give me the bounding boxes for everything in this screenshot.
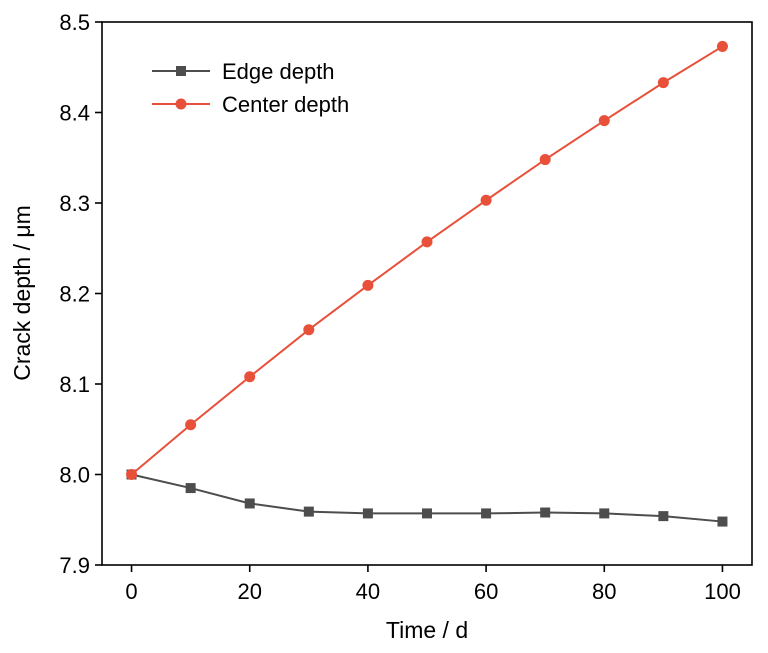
x-tick-label: 60 <box>474 579 498 604</box>
x-axis-title: Time / d <box>386 617 468 643</box>
y-axis-title: Crack depth / μm <box>9 205 35 381</box>
series-line-center <box>130 45 723 476</box>
axis-ticks: 0 20 40 60 80 100 7.9 8.0 8.1 8.2 8.3 8.4 8.5 <box>59 10 740 604</box>
data-point-center <box>126 469 138 480</box>
data-point-center <box>421 236 433 248</box>
y-tick-label: 7.9 <box>59 553 90 578</box>
data-point-center <box>362 279 374 291</box>
x-tick-label: 80 <box>592 579 616 604</box>
legend: Edge depth Center depth <box>152 59 349 117</box>
data-point-edge <box>185 483 196 494</box>
y-tick-label: 8.5 <box>59 10 90 35</box>
data-point-center <box>598 115 610 127</box>
legend-marker-edge <box>176 66 186 76</box>
data-point-center <box>244 371 256 383</box>
legend-label-edge: Edge depth <box>222 59 335 84</box>
data-point-center <box>716 40 728 52</box>
data-point-center <box>480 194 492 206</box>
x-tick-label: 20 <box>237 579 261 604</box>
data-point-edge <box>599 508 610 519</box>
legend-marker-center <box>175 98 187 110</box>
data-point-center <box>303 324 315 336</box>
x-tick-label: 100 <box>704 579 741 604</box>
data-point-center <box>185 419 197 431</box>
data-point-center <box>657 77 669 89</box>
data-point-center <box>539 154 551 166</box>
legend-label-center: Center depth <box>222 92 349 117</box>
data-point-edge <box>303 506 314 517</box>
y-tick-label: 8.0 <box>59 463 90 488</box>
x-tick-label: 0 <box>125 579 137 604</box>
y-tick-label: 8.2 <box>59 282 90 307</box>
data-point-edge <box>540 507 551 518</box>
y-tick-label: 8.1 <box>59 372 90 397</box>
data-point-edge <box>481 508 492 519</box>
data-point-edge <box>658 511 669 522</box>
data-point-edge <box>244 498 255 509</box>
data-point-edge <box>362 508 373 519</box>
data-point-edge <box>717 516 728 527</box>
x-tick-label: 40 <box>356 579 380 604</box>
data-point-edge <box>422 508 432 519</box>
y-tick-label: 8.3 <box>59 191 90 216</box>
series-layer <box>126 40 728 527</box>
y-tick-label: 8.4 <box>59 101 90 126</box>
